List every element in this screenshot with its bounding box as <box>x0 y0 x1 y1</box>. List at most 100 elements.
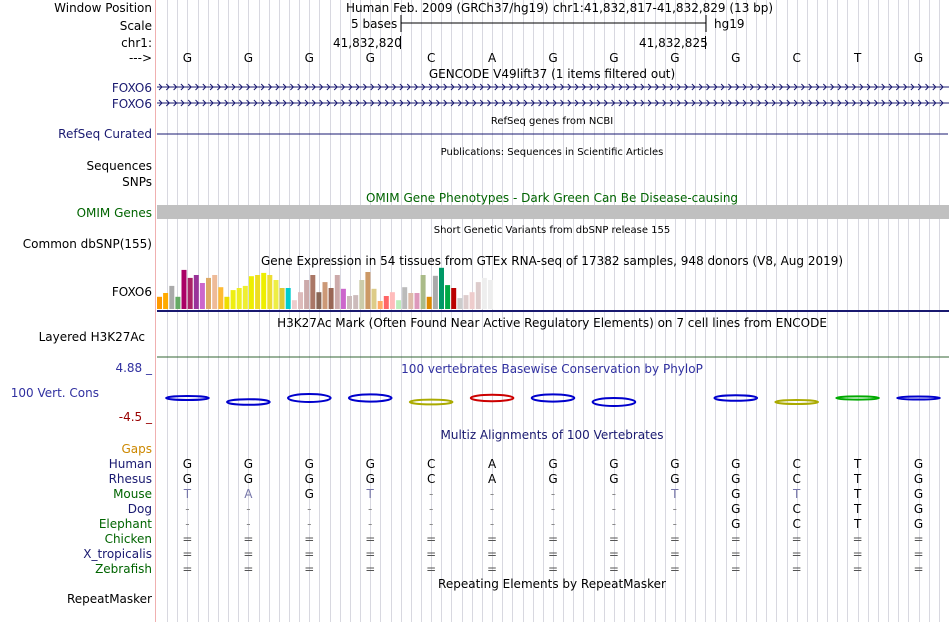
repeatmasker-track[interactable]: Repeating Elements by RepeatMasker Repea… <box>67 577 666 606</box>
gencode-track[interactable]: GENCODE V49lift37 (1 items filtered out)… <box>112 67 949 111</box>
h3k27ac-track[interactable]: H3K27Ac Mark (Often Found Near Active Re… <box>39 310 949 358</box>
gtex-expression-bars[interactable] <box>157 267 493 309</box>
gtex-bar[interactable] <box>359 280 365 309</box>
h3k27ac-label[interactable]: Layered H3K27Ac <box>39 330 145 344</box>
phylop-glyph[interactable] <box>713 394 759 402</box>
gtex-bar[interactable] <box>426 296 432 309</box>
gtex-bar[interactable] <box>328 288 334 309</box>
gtex-bar[interactable] <box>279 288 285 309</box>
gtex-bar[interactable] <box>371 288 377 309</box>
species-label[interactable]: Rhesus <box>109 472 152 486</box>
phylop-glyph[interactable] <box>286 393 332 403</box>
refseq-label[interactable]: RefSeq Curated <box>58 127 152 141</box>
phylop-track[interactable]: 100 vertebrates Basewise Conservation by… <box>11 361 941 424</box>
gtex-bar[interactable] <box>163 293 169 309</box>
phylop-glyph[interactable] <box>530 393 576 403</box>
phylop-glyph[interactable] <box>347 393 393 403</box>
gtex-bar[interactable] <box>285 288 291 309</box>
gtex-bar[interactable] <box>402 287 408 309</box>
gtex-bar[interactable] <box>169 285 175 309</box>
gtex-bar[interactable] <box>475 282 481 309</box>
species-label[interactable]: Dog <box>128 502 152 516</box>
gencode-gene-features[interactable] <box>157 83 949 107</box>
gtex-bar[interactable] <box>383 296 389 309</box>
gtex-bar[interactable] <box>414 293 420 309</box>
phylop-glyph[interactable] <box>226 398 271 406</box>
phylop-glyph[interactable] <box>469 393 515 403</box>
refseq-track[interactable]: RefSeq genes from NCBI RefSeq Curated <box>58 116 948 141</box>
gtex-bar[interactable] <box>481 277 487 309</box>
gtex-bar[interactable] <box>463 295 469 309</box>
species-label[interactable]: Elephant <box>99 517 152 531</box>
gtex-bar[interactable] <box>469 292 475 309</box>
snps-label[interactable]: SNPs <box>122 175 152 189</box>
phylop-glyph[interactable] <box>408 398 454 406</box>
gtex-bar[interactable] <box>175 296 181 309</box>
gtex-bar[interactable] <box>408 293 414 309</box>
species-label[interactable]: Chicken <box>105 532 152 546</box>
phylop-glyph[interactable] <box>165 395 210 401</box>
omim-label[interactable]: OMIM Genes <box>77 206 152 220</box>
gencode-gene-feature[interactable] <box>157 83 949 91</box>
gtex-bar[interactable] <box>273 280 279 309</box>
gtex-bar[interactable] <box>199 283 205 309</box>
gtex-bar[interactable] <box>377 301 383 309</box>
phylop-glyph[interactable] <box>591 397 637 407</box>
species-label[interactable]: Human <box>109 457 152 471</box>
gtex-bar[interactable] <box>365 272 371 309</box>
gtex-bar[interactable] <box>248 276 254 309</box>
phylop-conservation-glyphs[interactable] <box>165 393 941 407</box>
gtex-bar[interactable] <box>193 275 199 309</box>
species-label[interactable]: X_tropicalis <box>83 547 152 561</box>
gtex-label[interactable]: FOXO6 <box>112 285 152 299</box>
gtex-bar[interactable] <box>310 275 316 309</box>
gtex-bar[interactable] <box>224 296 230 309</box>
omim-track[interactable]: OMIM Gene Phenotypes - Dark Green Can Be… <box>77 191 949 220</box>
phylop-glyph[interactable] <box>835 395 880 401</box>
species-label[interactable]: Mouse <box>113 487 152 501</box>
gtex-bar[interactable] <box>457 298 463 309</box>
gtex-bar[interactable] <box>230 290 236 309</box>
gtex-bar[interactable] <box>316 292 322 309</box>
gtex-bar[interactable] <box>334 275 340 309</box>
gtex-bar[interactable] <box>157 296 162 309</box>
gtex-bar[interactable] <box>451 288 457 309</box>
gtex-bar[interactable] <box>347 296 352 309</box>
repeatmasker-label[interactable]: RepeatMasker <box>67 592 152 606</box>
gencode-item-label-1[interactable]: FOXO6 <box>112 81 152 95</box>
dbsnp-track[interactable]: Short Genetic Variants from dbSNP releas… <box>23 225 670 251</box>
gencode-gene-feature[interactable] <box>157 99 949 107</box>
gtex-bar[interactable] <box>206 277 211 309</box>
phylop-glyph[interactable] <box>896 395 941 401</box>
gtex-bar[interactable] <box>298 292 303 309</box>
dbsnp-label[interactable]: Common dbSNP(155) <box>23 237 152 251</box>
gtex-bar[interactable] <box>389 292 395 309</box>
phylop-glyph[interactable] <box>774 399 820 405</box>
ruler-track[interactable]: Window Position Scale chr1: ---> Human F… <box>54 1 923 65</box>
gtex-bar[interactable] <box>322 282 328 309</box>
gtex-bar[interactable] <box>340 288 346 309</box>
gtex-bar[interactable] <box>236 288 242 309</box>
species-label[interactable]: Zebrafish <box>95 562 152 576</box>
omim-feature-bar[interactable] <box>157 205 949 219</box>
gtex-bar[interactable] <box>396 300 402 309</box>
gtex-bar[interactable] <box>291 300 297 309</box>
gtex-bar[interactable] <box>255 275 261 309</box>
gtex-track[interactable]: Gene Expression in 54 tissues from GTEx … <box>112 254 843 309</box>
gtex-bar[interactable] <box>488 280 493 309</box>
gtex-bar[interactable] <box>432 275 438 309</box>
gtex-bar[interactable] <box>212 275 218 309</box>
gtex-bar[interactable] <box>439 267 444 309</box>
gtex-bar[interactable] <box>187 277 193 309</box>
gaps-label[interactable]: Gaps <box>121 442 152 456</box>
gtex-bar[interactable] <box>445 285 451 309</box>
multiz-track[interactable]: Multiz Alignments of 100 Vertebrates Gap… <box>83 428 923 576</box>
gtex-bar[interactable] <box>420 275 426 309</box>
gtex-bar[interactable] <box>304 280 310 309</box>
gtex-bar[interactable] <box>267 275 273 309</box>
gtex-bar[interactable] <box>181 269 187 309</box>
publications-label[interactable]: Sequences <box>87 159 152 173</box>
gencode-item-label-2[interactable]: FOXO6 <box>112 97 152 111</box>
gtex-bar[interactable] <box>353 295 359 309</box>
publications-track[interactable]: Publications: Sequences in Scientific Ar… <box>87 147 664 189</box>
